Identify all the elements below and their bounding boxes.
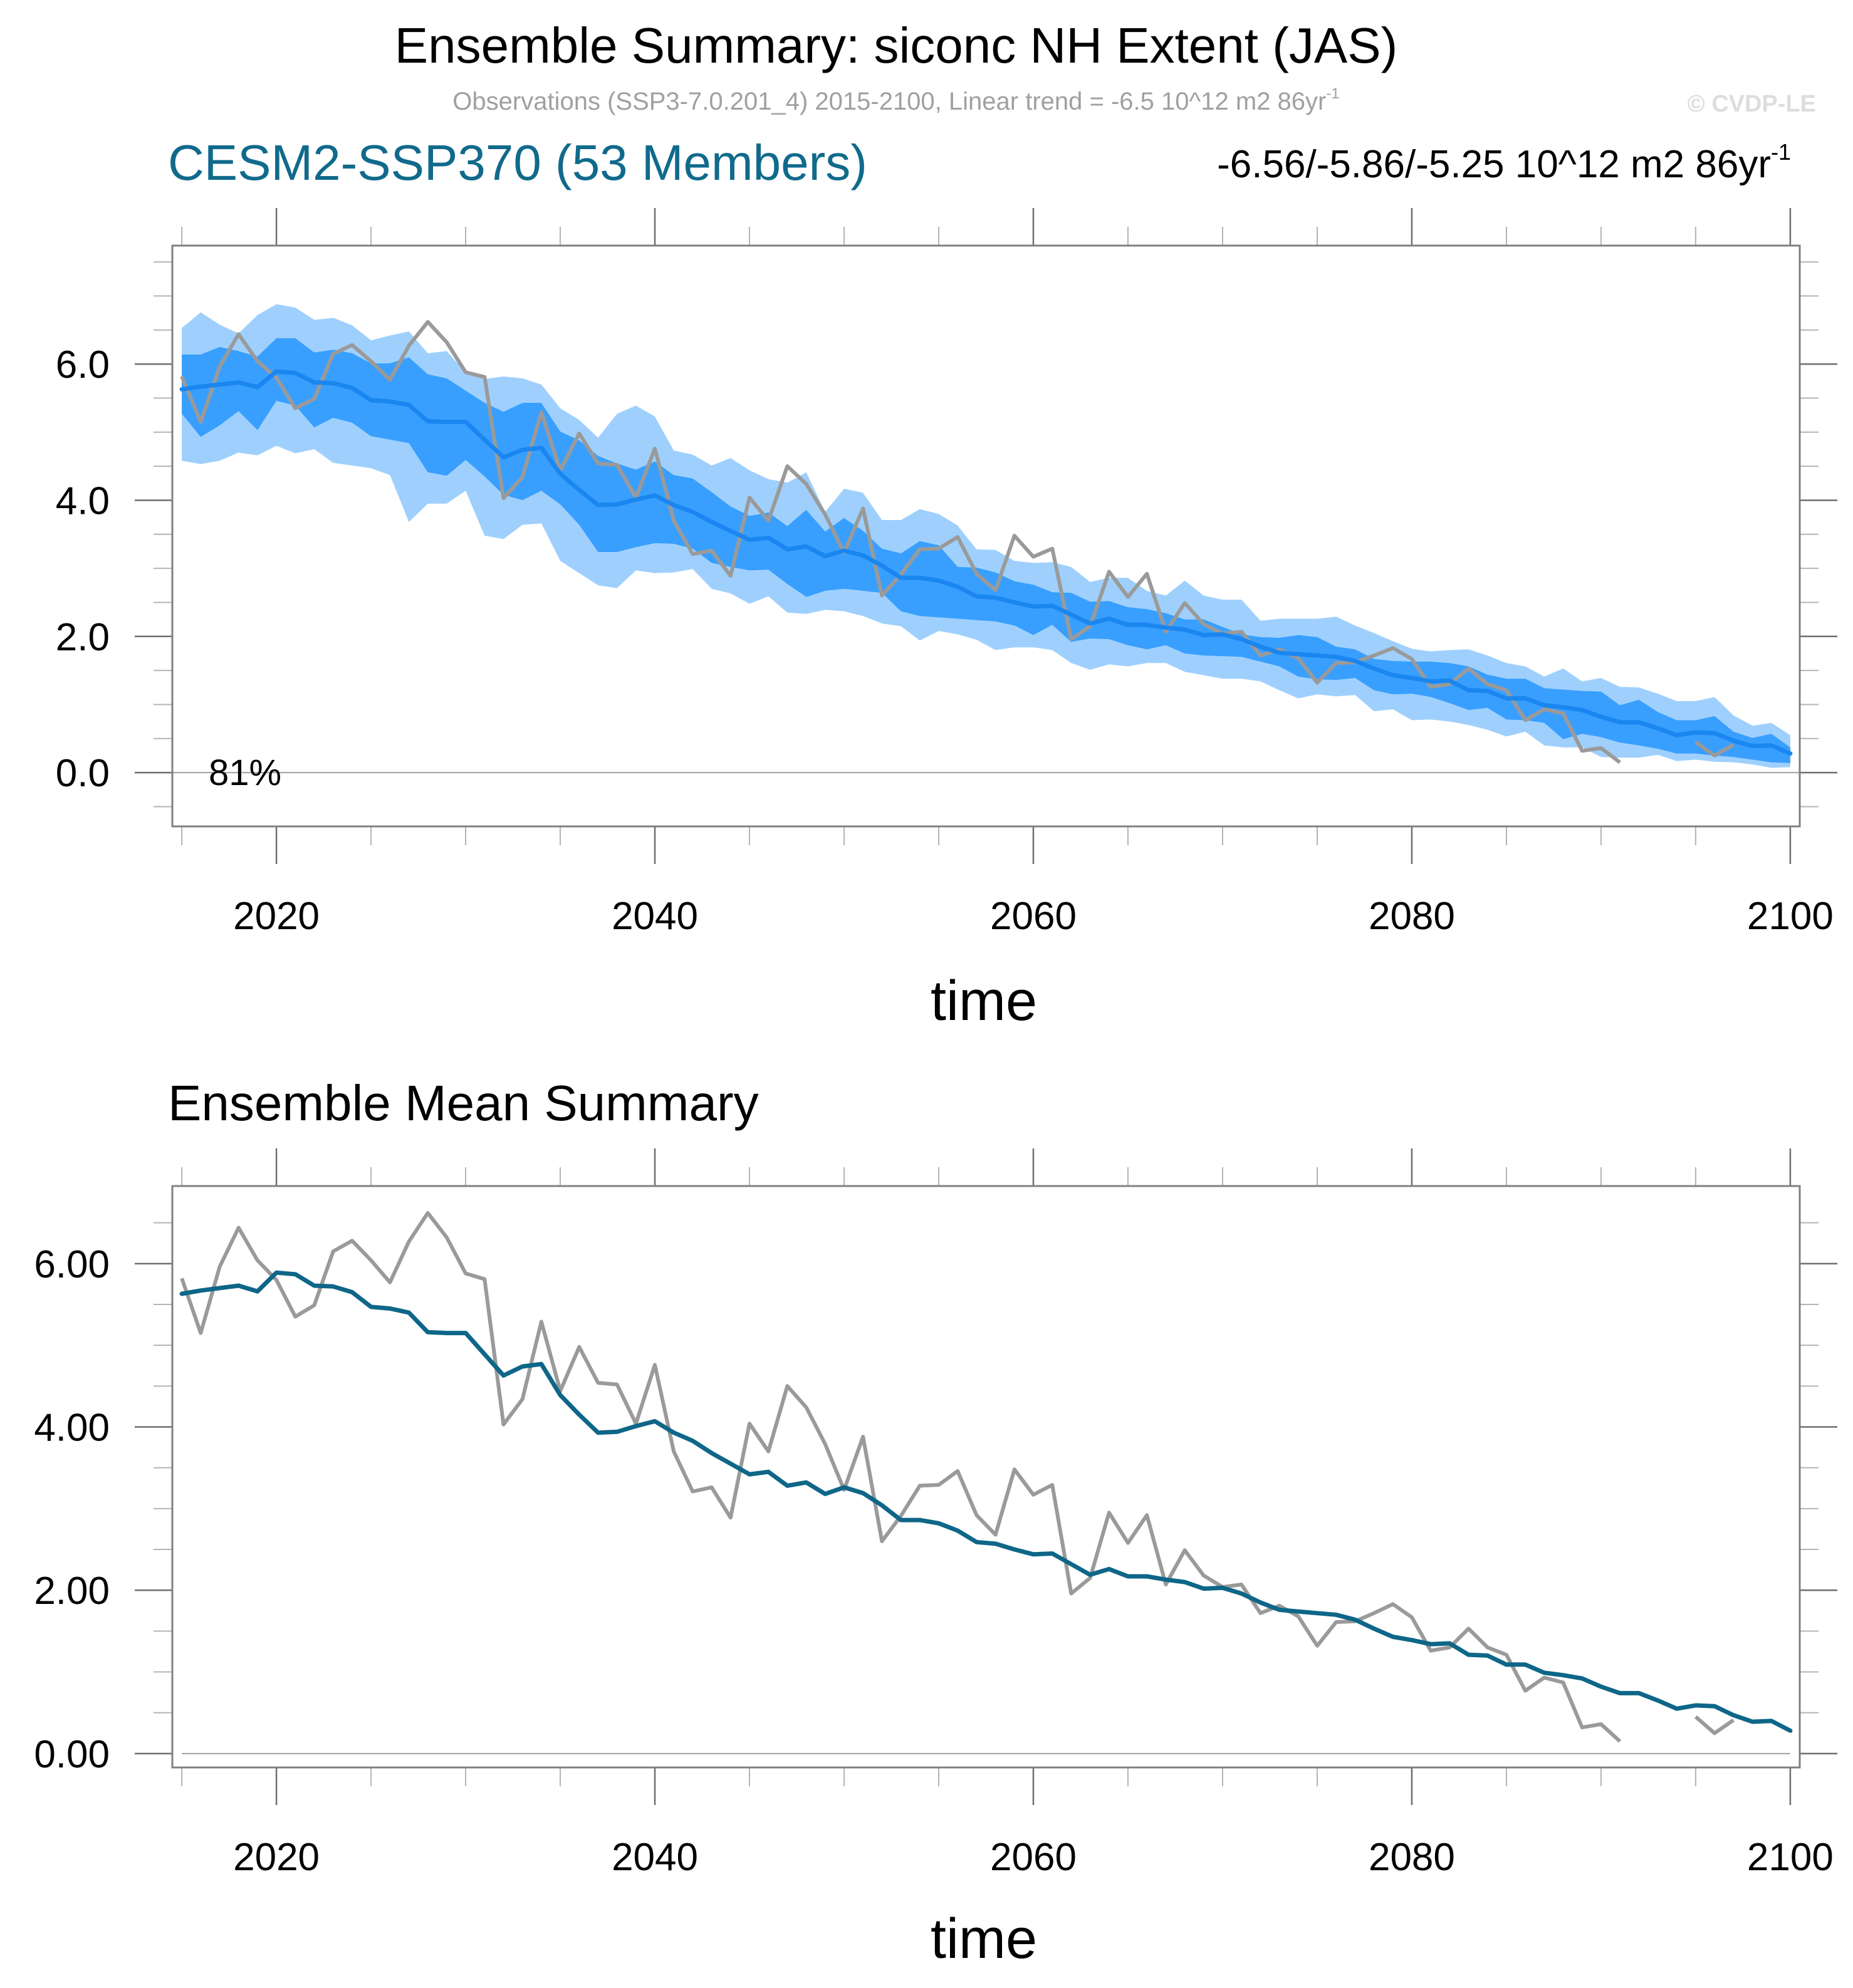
- y-tick-label: 0.0: [56, 752, 110, 795]
- observations-line: [180, 320, 1621, 764]
- plot-frame: [171, 244, 1801, 828]
- x-tick-label: 2060: [990, 895, 1077, 938]
- x-tick-label: 2040: [612, 1836, 698, 1879]
- model-title: CESM2-SSP370 (53 Members): [168, 135, 867, 190]
- y-tick-label: 4.00: [34, 1406, 110, 1449]
- observations-line: [180, 1211, 1622, 1743]
- trend-range-text: -6.56/-5.86/-5.25 10^12 m2 86yr: [1217, 143, 1771, 186]
- x-axis-label: time: [931, 970, 1037, 1033]
- ensemble-mean-chart: Ensemble Mean Summary 2020 2040 2060 2080 21…: [34, 1075, 1837, 1970]
- observations-subtitle: Observations (SSP3-7.0.201_4) 2015-2100,…: [452, 85, 1339, 115]
- observations-line: [1694, 740, 1735, 757]
- copyright-label: © CVDP-LE: [1688, 91, 1816, 117]
- y-tick-label: 6.00: [34, 1243, 110, 1286]
- member-percent-annotation: 81%: [209, 752, 281, 793]
- x-tick-label: 2080: [1369, 1836, 1455, 1879]
- plot-area: [172, 304, 1800, 774]
- main-title: Ensemble Summary: siconc NH Extent (JAS): [395, 18, 1397, 73]
- y-tick-label: 6.0: [56, 343, 110, 387]
- observations-line: [1694, 1715, 1735, 1736]
- ensemble-mean-line: [179, 369, 1793, 756]
- axes: 2020 2040 2060 2080 2100 0.0 2.0 4.0 6.0: [56, 208, 1837, 938]
- ensemble-summary-chart: 2020 2040 2060 2080 2100 0.0 2.0 4.0 6.0 81% tim…: [56, 208, 1837, 1033]
- chart-title: Ensemble Mean Summary: [168, 1075, 759, 1131]
- trend-range-superscript: -1: [1771, 139, 1791, 165]
- x-tick-label: 2080: [1369, 895, 1455, 938]
- y-tick-label: 2.0: [56, 616, 110, 659]
- plot-area: [179, 1211, 1793, 1754]
- axes: 2020 2040 2060 2080 2100 0.00 2.00 4.00 6.00: [34, 1148, 1837, 1879]
- trend-range-label: -6.56/-5.86/-5.25 10^12 m2 86yr-1: [1217, 139, 1791, 186]
- y-tick-label: 4.0: [56, 479, 110, 523]
- x-tick-label: 2040: [612, 895, 698, 938]
- x-tick-label: 2100: [1747, 1836, 1834, 1879]
- y-tick-label: 2.00: [34, 1569, 110, 1613]
- x-tick-label: 2020: [233, 895, 320, 938]
- x-tick-label: 2020: [233, 1836, 320, 1879]
- x-axis-label: time: [931, 1908, 1037, 1970]
- subtitle-text: Observations (SSP3-7.0.201_4) 2015-2100,…: [452, 88, 1326, 115]
- x-tick-label: 2100: [1747, 895, 1834, 938]
- subtitle-superscript: -1: [1326, 85, 1339, 102]
- ensemble-mean-line: [179, 1270, 1793, 1733]
- y-tick-label: 0.00: [34, 1733, 110, 1776]
- x-tick-label: 2060: [990, 1836, 1077, 1879]
- plot-frame: [171, 1185, 1801, 1769]
